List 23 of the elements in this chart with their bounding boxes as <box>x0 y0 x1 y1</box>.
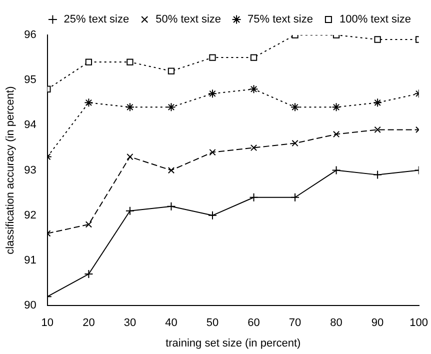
y-tick-label: 91 <box>24 254 36 267</box>
x-tick-label: 60 <box>248 317 260 330</box>
x-tick-label: 90 <box>371 317 384 330</box>
x-tick-label: 30 <box>124 317 136 330</box>
legend-label: 100% text size <box>339 14 412 26</box>
x-tick-label: 20 <box>82 317 95 330</box>
y-tick-label: 96 <box>24 29 36 42</box>
legend-label: 50% text size <box>156 14 222 26</box>
y-tick-label: 92 <box>24 209 36 222</box>
x-tick-label: 10 <box>41 317 54 330</box>
x-tick-label: 100 <box>410 317 428 330</box>
y-axis-title: classification accuracy (in percent) <box>4 86 17 254</box>
x-tick-label: 70 <box>288 317 302 330</box>
y-tick-label: 95 <box>24 74 36 86</box>
legend-label: 75% text size <box>248 14 313 26</box>
legend-label: 25% text size <box>64 14 130 26</box>
y-tick-label: 94 <box>24 119 36 132</box>
x-tick-label: 40 <box>165 317 178 330</box>
x-tick-label: 80 <box>330 317 342 330</box>
x-tick-label: 50 <box>206 317 219 330</box>
x-axis-title: training set size (in percent) <box>166 337 301 350</box>
y-tick-label: 93 <box>24 164 36 176</box>
y-tick-label: 90 <box>24 300 36 312</box>
